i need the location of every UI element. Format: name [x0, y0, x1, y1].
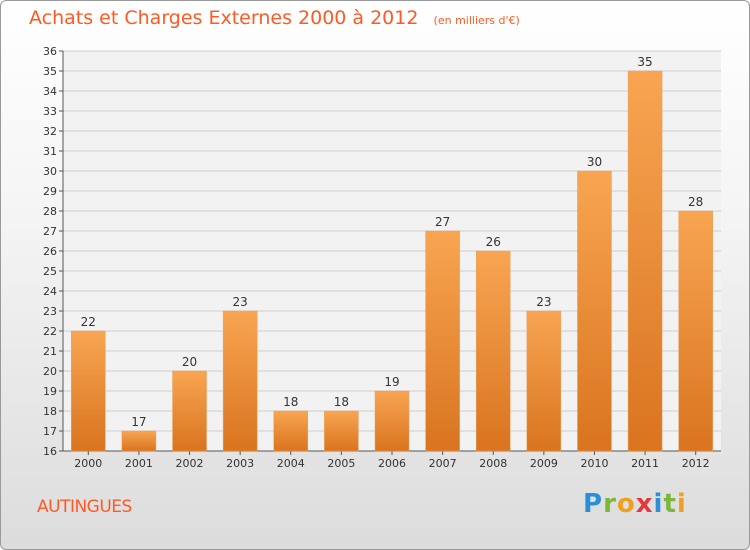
y-tick-label: 21: [43, 345, 57, 358]
y-tick-label: 23: [43, 305, 57, 318]
logo-letter: o: [616, 489, 636, 519]
proxiti-logo[interactable]: Proxiti: [583, 489, 687, 519]
bar: [172, 370, 207, 452]
y-tick-label: 35: [43, 65, 57, 78]
value-label: 18: [334, 395, 349, 409]
value-label: 20: [182, 355, 197, 369]
value-label: 19: [384, 375, 399, 389]
y-tick-label: 33: [43, 105, 57, 118]
bar: [71, 330, 106, 452]
y-tick-label: 26: [43, 245, 57, 258]
value-label: 18: [283, 395, 298, 409]
bar: [121, 430, 157, 452]
value-label: 28: [688, 195, 703, 209]
bar: [222, 310, 258, 452]
y-tick-label: 36: [43, 45, 57, 58]
y-tick-label: 31: [43, 145, 57, 158]
y-tick-label: 22: [43, 325, 57, 338]
bar: [273, 410, 309, 452]
x-tick-label: 2000: [74, 457, 102, 470]
bar: [627, 70, 663, 452]
y-tick-label: 32: [43, 125, 57, 138]
value-label: 26: [486, 235, 501, 249]
logo-letter: t: [663, 489, 677, 519]
commune-name: AUTINGUES: [37, 497, 132, 517]
bar: [475, 250, 511, 452]
x-tick-label: 2009: [530, 457, 558, 470]
x-tick-label: 2006: [378, 457, 406, 470]
logo-letter: P: [583, 489, 604, 519]
x-tick-label: 2012: [682, 457, 710, 470]
x-tick-label: 2005: [327, 457, 355, 470]
value-label: 35: [637, 55, 652, 69]
x-tick-label: 2007: [429, 457, 457, 470]
bar: [678, 210, 713, 452]
logo-letter: i: [653, 489, 664, 519]
chart-title-row: Achats et Charges Externes 2000 à 2012 (…: [29, 7, 520, 29]
y-tick-label: 18: [43, 405, 57, 418]
bar: [425, 230, 460, 452]
x-tick-label: 2008: [479, 457, 507, 470]
bar: [577, 170, 612, 452]
x-tick-label: 2003: [226, 457, 254, 470]
x-tick-label: 2002: [176, 457, 204, 470]
bar: [374, 390, 410, 452]
y-tick-label: 20: [43, 365, 57, 378]
chart-title: Achats et Charges Externes 2000 à 2012: [29, 7, 419, 29]
y-tick-label: 17: [43, 425, 57, 438]
y-tick-label: 16: [43, 445, 57, 458]
x-tick-label: 2004: [277, 457, 305, 470]
y-tick-label: 34: [43, 85, 57, 98]
x-tick-label: 2001: [125, 457, 153, 470]
logo-letter: r: [603, 489, 617, 519]
value-label: 23: [536, 295, 551, 309]
value-label: 17: [131, 415, 146, 429]
bar: [526, 310, 562, 452]
x-tick-label: 2011: [631, 457, 659, 470]
y-tick-label: 19: [43, 385, 57, 398]
y-tick-label: 25: [43, 265, 57, 278]
value-label: 27: [435, 215, 450, 229]
y-tick-label: 29: [43, 185, 57, 198]
value-label: 30: [587, 155, 602, 169]
y-tick-label: 24: [43, 285, 57, 298]
y-tick-label: 30: [43, 165, 57, 178]
y-tick-label: 27: [43, 225, 57, 238]
bars: [71, 70, 713, 452]
y-tick-label: 28: [43, 205, 57, 218]
logo-letter: i: [676, 489, 687, 519]
x-tick-label: 2010: [580, 457, 608, 470]
bar: [324, 410, 359, 452]
logo-letter: x: [635, 489, 654, 519]
labels: 16 17 18 19 20 21 22 23 24 25 26 27 28 29 30 31 32 33 34 35…: [43, 45, 710, 470]
chart-unit: (en milliers d'€): [433, 14, 520, 27]
value-label: 23: [233, 295, 248, 309]
value-label: 22: [81, 315, 96, 329]
